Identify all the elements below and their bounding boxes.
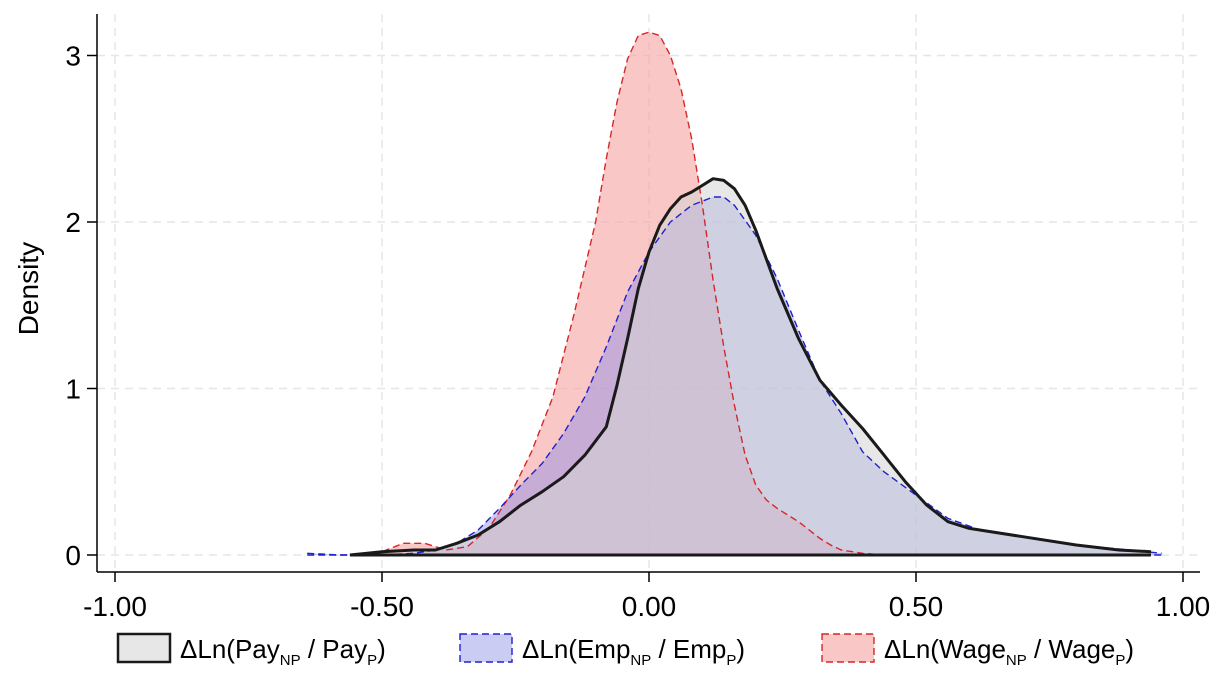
y-tick-label: 3	[65, 41, 81, 72]
y-tick-label: 0	[65, 540, 81, 571]
x-tick-label: -0.50	[350, 591, 414, 622]
legend-item-wage: ΔLn(WageNP / WageP)	[821, 633, 1134, 669]
area-wage	[350, 32, 1151, 555]
y-tick-label: 1	[65, 374, 81, 405]
x-tick-label: -1.00	[83, 591, 147, 622]
line-pay	[349, 177, 1152, 557]
axes: -1.00 -0.50 0.00 0.50 1.00 0 1 2 3 Density	[13, 14, 1210, 622]
legend-swatch-emp	[459, 633, 513, 663]
legend-item-pay: ΔLn(PayNP / PayP)	[116, 632, 386, 669]
legend-label-emp: ΔLn(EmpNP / EmpP)	[522, 634, 745, 669]
x-tick-label: 1.00	[1156, 591, 1211, 622]
line-emp	[307, 196, 1162, 556]
line-wage	[349, 31, 1151, 556]
legend-swatch-wage	[821, 633, 875, 663]
x-tick-label: 0.00	[622, 591, 677, 622]
y-tick-label: 2	[65, 207, 81, 238]
legend-label-wage: ΔLn(WageNP / WageP)	[884, 634, 1134, 669]
x-tick-label: 0.50	[889, 591, 944, 622]
legend: ΔLn(PayNP / PayP) ΔLn(EmpNP / EmpP) ΔLn(Wa…	[116, 632, 1134, 669]
area-pay	[350, 178, 1151, 555]
legend-item-emp: ΔLn(EmpNP / EmpP)	[459, 633, 745, 669]
density-areas	[307, 31, 1162, 557]
y-axis-title: Density	[13, 242, 44, 335]
legend-swatch-pay	[116, 632, 172, 664]
legend-label-pay: ΔLn(PayNP / PayP)	[180, 634, 386, 669]
